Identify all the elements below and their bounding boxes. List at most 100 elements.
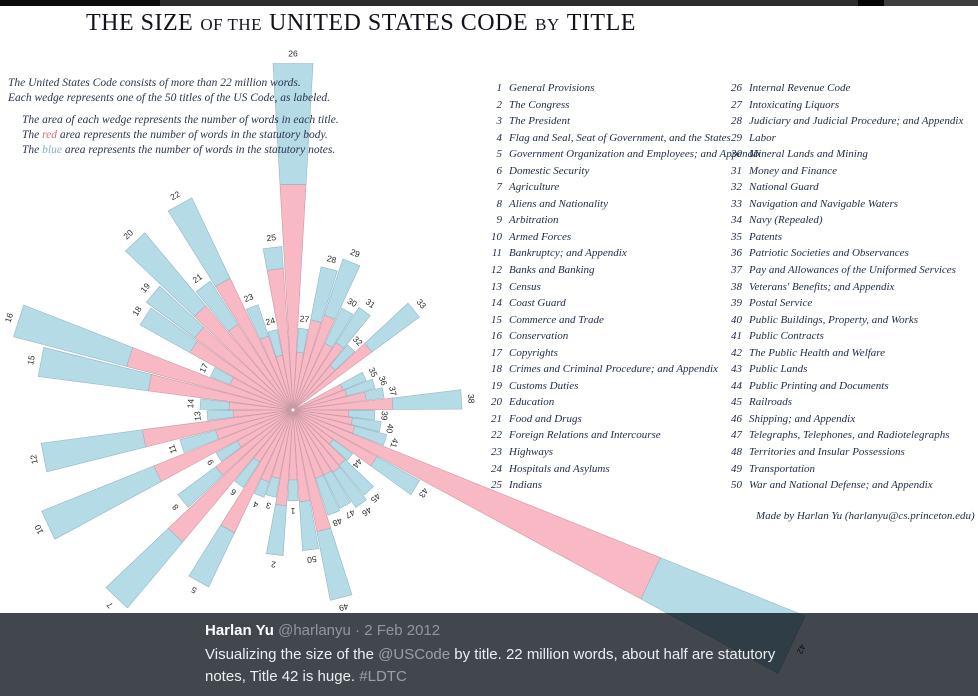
title-list-row-40: 40 Public Buildings, Property, and Works	[726, 312, 963, 329]
title-name: Hospitals and Asylums	[509, 462, 610, 475]
title-number: 31	[731, 164, 742, 177]
title-number: 8	[496, 197, 503, 210]
title-number: 24	[491, 462, 502, 475]
wedge-1-notes	[287, 479, 299, 502]
title-name: Labor	[749, 131, 776, 144]
title-number: 27	[731, 98, 742, 111]
title-list-row-23: 23 Highways	[488, 444, 761, 461]
title-list-row-28: 28 Judiciary and Judicial Procedure; and …	[726, 113, 963, 130]
tweet-link[interactable]: #LDTC	[359, 668, 407, 685]
wedge-25-notes	[262, 246, 284, 271]
title-list-row-9: 9 Arbitration	[488, 212, 761, 229]
wedge-label-26: 26	[288, 48, 298, 58]
legend-note-line-3: The blue area represents the number of w…	[22, 143, 368, 158]
wedge-48-notes	[315, 474, 341, 516]
title-list-row-50: 50 War and National Defense; and Appendix	[726, 477, 963, 494]
title-number: 4	[496, 131, 503, 144]
tweet-text-segment: Visualizing the size of the	[205, 646, 379, 663]
title-list-row-24: 24 Hospitals and Asylums	[488, 461, 761, 478]
wedge-43-notes	[370, 456, 421, 496]
tweet[interactable]: Harlan Yu @harlanyu · 2 Feb 2012 Visuali…	[205, 620, 925, 688]
title-list-row-36: 36 Patriotic Societies and Observances	[726, 245, 963, 262]
wedge-40-notes	[350, 417, 382, 433]
text-segment: area represents the number of words in t…	[61, 144, 336, 156]
tweet-date[interactable]: 2 Feb 2012	[364, 622, 441, 639]
title-name: Government Organization and Employees; a…	[509, 148, 762, 161]
tweet-handle[interactable]: @harlanyu	[278, 622, 351, 639]
title-name: The Public Health and Welfare	[749, 346, 886, 359]
wedge-label-48: 48	[331, 516, 344, 529]
title-list-row-18: 18 Crimes and Criminal Procedure; and App…	[488, 361, 761, 378]
title-name: Postal Service	[749, 297, 813, 310]
wedge-label-38: 38	[466, 394, 477, 404]
tweet-author[interactable]: Harlan Yu	[205, 622, 274, 639]
wedge-label-41: 41	[388, 437, 401, 449]
title-name: National Guard	[749, 181, 819, 194]
intro-line-2: Each wedge represents one of the 50 titl…	[8, 91, 368, 106]
text-segment: area represents the number of words in t…	[57, 129, 328, 141]
wedge-27-notes	[296, 327, 309, 354]
title-name: Census	[509, 280, 541, 293]
title-list-row-22: 22 Foreign Relations and Intercourse	[488, 427, 761, 444]
wedge-label-16: 16	[3, 311, 16, 323]
wedge-label-36: 36	[377, 375, 390, 387]
title-list-row-5: 5 Government Organization and Employees; …	[488, 146, 762, 163]
wedge-label-39: 39	[379, 411, 390, 421]
title-number: 28	[731, 115, 742, 128]
title-name: Highways	[509, 446, 553, 459]
title-list-row-3: 3 The President	[488, 113, 761, 130]
title-name: War and National Defense; and Appendix	[749, 479, 933, 492]
title-list-row-20: 20 Education	[488, 394, 761, 411]
title-number: 30	[731, 148, 742, 161]
wedge-36-notes	[344, 378, 376, 397]
tweet-bar-background	[0, 613, 978, 696]
title-number: 9	[496, 214, 503, 227]
color-keyword: blue	[42, 144, 62, 156]
title-name: Customs Duties	[509, 379, 579, 392]
wedge-label-3: 3	[265, 500, 272, 511]
wedge-label-13: 13	[192, 411, 203, 421]
title-name: Shipping; and Appendix	[749, 412, 856, 425]
title-number: 18	[491, 363, 502, 376]
title-number: 23	[491, 446, 502, 459]
title-name: Money and Finance	[749, 164, 837, 177]
title-name: Armed Forces	[509, 230, 572, 243]
title-list-row-7: 7 Agriculture	[488, 179, 761, 196]
page-title-part: OF THE	[200, 15, 263, 34]
tweet-header: Harlan Yu @harlanyu · 2 Feb 2012	[205, 620, 925, 642]
wedge-label-37: 37	[387, 385, 399, 396]
title-name: Agriculture	[509, 181, 560, 194]
wedge-label-5: 5	[189, 585, 198, 596]
wedge-label-49: 49	[338, 601, 350, 613]
wedge-label-23: 23	[242, 291, 255, 304]
wedge-label-28: 28	[326, 253, 338, 265]
wedge-39-notes	[348, 409, 376, 421]
title-number: 46	[731, 412, 742, 425]
wedge-15-notes	[37, 347, 152, 392]
text-segment: The	[22, 129, 43, 141]
title-name: Bankruptcy; and Appendix	[509, 247, 627, 260]
title-name: Flag and Seal, Seat of Government, and t…	[509, 131, 731, 144]
top-strip-segment-1	[160, 0, 858, 6]
title-list-row-1: 1 General Provisions	[488, 80, 761, 97]
title-name: Transportation	[749, 462, 816, 475]
title-number: 3	[496, 115, 503, 128]
wedge-24-notes	[267, 329, 283, 358]
wedge-label-46: 46	[360, 505, 374, 519]
title-list-row-6: 6 Domestic Security	[488, 163, 761, 180]
title-number: 6	[496, 164, 503, 177]
title-name: Arbitration	[509, 214, 559, 227]
legend-note-line-2: The red area represents the number of wo…	[22, 128, 368, 143]
wedge-6-notes	[234, 457, 260, 488]
wedge-label-8: 8	[170, 502, 181, 512]
wedge-11-notes	[179, 429, 219, 453]
wedge-label-21: 21	[191, 271, 205, 285]
tweet-body-line-1: Visualizing the size of the @USCode by t…	[205, 644, 925, 666]
title-list-row-49: 49 Transportation	[726, 461, 963, 478]
title-name: Aliens and Nationality	[509, 197, 608, 210]
wedge-label-17: 17	[197, 361, 210, 374]
title-number: 14	[491, 297, 502, 310]
wedge-label-1: 1	[290, 506, 295, 516]
tweet-link[interactable]: @USCode	[378, 646, 451, 663]
